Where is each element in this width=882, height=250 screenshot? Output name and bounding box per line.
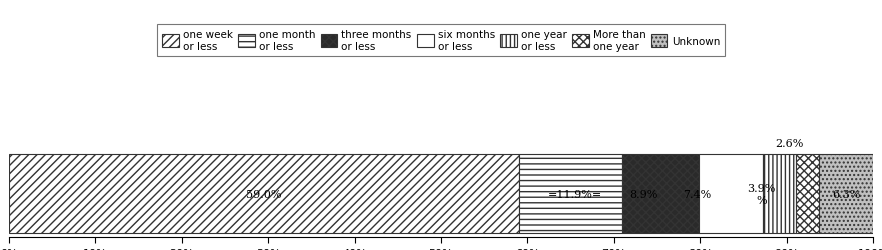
Bar — [519, 155, 622, 234]
Legend: one week
or less, one month
or less, three months
or less, six months
or less, o: one week or less, one month or less, thr… — [157, 25, 725, 57]
Text: 2.6%: 2.6% — [775, 138, 804, 148]
Text: =11.9%=: =11.9%= — [548, 189, 602, 199]
Text: 7.4%: 7.4% — [684, 189, 712, 199]
Text: 3.9%
%: 3.9% % — [747, 184, 775, 205]
Bar — [796, 155, 818, 234]
Text: 8.9%: 8.9% — [630, 189, 658, 199]
Text: 6.3%: 6.3% — [832, 189, 860, 199]
Bar — [699, 155, 763, 234]
Bar — [622, 155, 699, 234]
Bar — [763, 155, 796, 234]
Bar — [9, 155, 519, 234]
Bar — [818, 155, 873, 234]
Text: 59.0%: 59.0% — [246, 189, 281, 199]
